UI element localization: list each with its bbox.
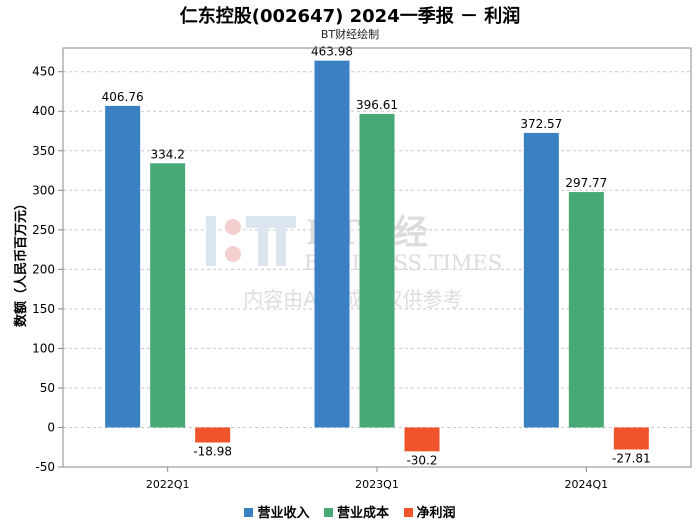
bar-revenue-2022Q1 [105, 105, 141, 428]
bar-profit-2023Q1 [404, 427, 440, 452]
y-tick-label: 350 [32, 144, 55, 158]
y-tick-label: 50 [40, 381, 55, 395]
bar-cost-2023Q1 [359, 113, 395, 428]
legend-item-cost: 营业成本 [323, 502, 389, 521]
y-tick-label: -50 [35, 460, 55, 474]
data-label-profit-2024Q1: -27.81 [612, 451, 651, 465]
legend-swatch-revenue [244, 508, 254, 517]
chart-subtitle: BT财经绘制 [320, 28, 380, 41]
y-tick-label: 100 [32, 341, 55, 355]
data-label-cost-2024Q1: 297.77 [565, 176, 607, 190]
data-label-profit-2023Q1: -30.2 [406, 453, 437, 467]
watermark-logo-stem2 [276, 228, 286, 266]
legend: 营业收入 营业成本 净利润 [0, 502, 700, 521]
x-tick-label: 2024Q1 [565, 478, 609, 491]
x-tick-label: 2023Q1 [355, 478, 399, 491]
legend-label-cost: 营业成本 [336, 506, 389, 521]
legend-item-profit: 净利润 [403, 502, 456, 521]
bar-cost-2024Q1 [568, 192, 604, 428]
bar-cost-2022Q1 [150, 163, 186, 428]
watermark-logo-bar [206, 216, 216, 266]
axes: -50 0 50 100 150 200 250 300 350 400 450 2022Q1 2023… [32, 47, 692, 491]
y-tick-label: 0 [47, 420, 55, 434]
watermark-notice: 内容由AI生成，仅供参考 [243, 287, 463, 311]
y-tick-label: 150 [32, 302, 55, 316]
y-tick-label: 200 [32, 262, 55, 276]
chart-title: 仁东控股(002647) 2024一季报 － 利润 [179, 6, 521, 27]
watermark-logo-dot-top [225, 219, 241, 235]
y-tick-label: 300 [32, 183, 55, 197]
watermark-logo-stem1 [258, 228, 268, 266]
legend-swatch-cost [323, 508, 333, 517]
bar-profit-2022Q1 [195, 427, 231, 443]
y-axis-label: 数额（人民币百万元） [13, 197, 29, 327]
bars [105, 60, 649, 452]
legend-swatch-profit [403, 508, 413, 517]
y-tick-label: 400 [32, 104, 55, 118]
data-label-revenue-2023Q1: 463.98 [311, 45, 353, 59]
data-label-cost-2023Q1: 396.61 [356, 98, 398, 112]
x-tick-label: 2022Q1 [146, 478, 190, 491]
legend-label-revenue: 营业收入 [257, 506, 310, 521]
y-tick-label: 250 [32, 223, 55, 237]
legend-label-profit: 净利润 [416, 506, 456, 521]
bar-profit-2024Q1 [613, 427, 649, 450]
watermark-logo-dot-bottom [225, 246, 241, 262]
data-label-revenue-2024Q1: 372.57 [520, 117, 562, 131]
bar-revenue-2023Q1 [314, 60, 350, 428]
data-label-profit-2022Q1: -18.98 [193, 444, 232, 458]
legend-item-revenue: 营业收入 [244, 502, 309, 521]
data-label-revenue-2022Q1: 406.76 [102, 90, 144, 104]
y-tick-label: 450 [32, 65, 55, 79]
watermark-logo-top [246, 216, 296, 228]
data-label-cost-2022Q1: 334.2 [150, 147, 184, 161]
bar-revenue-2024Q1 [523, 132, 559, 428]
watermark: BT财经 BUSINESS TIMES 内容由AI生成，仅供参考 [206, 213, 502, 311]
